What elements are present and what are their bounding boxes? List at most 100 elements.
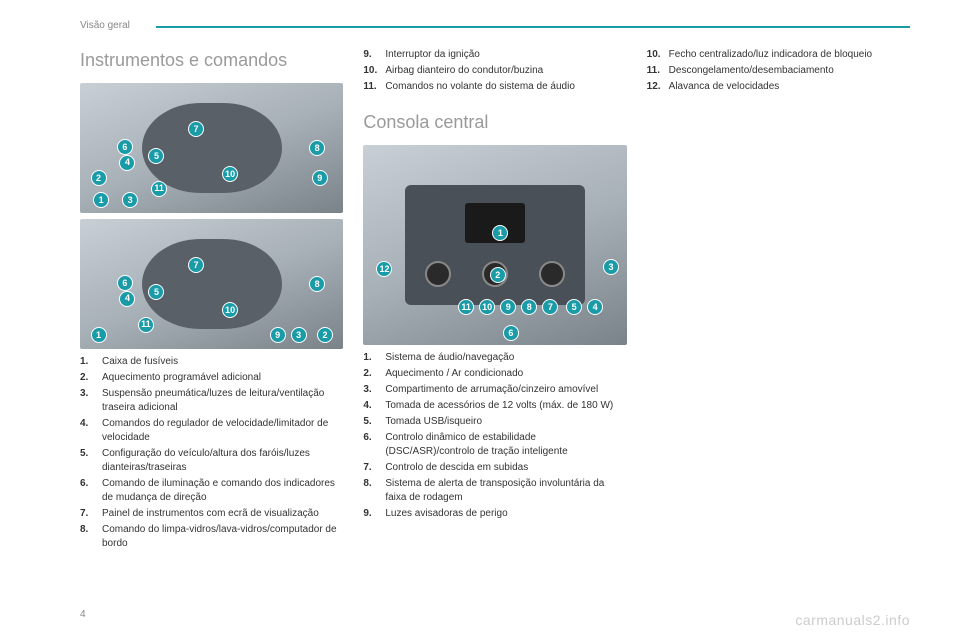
callout-marker: 5	[566, 299, 582, 315]
callout-marker: 8	[309, 140, 325, 156]
list-item-text: Interruptor da ignição	[385, 48, 626, 62]
list-item-text: Tomada USB/isqueiro	[385, 415, 626, 429]
list-item: 11.Descongelamento/desembaciamento	[647, 64, 910, 78]
list-item: 6.Controlo dinâmico de estabilidade (DSC…	[363, 431, 626, 459]
column-2: 9.Interruptor da ignição10.Airbag diante…	[363, 48, 626, 600]
list-item: 7.Painel de instrumentos com ecrã de vis…	[80, 507, 343, 521]
list-item: 5.Configuração do veículo/altura dos far…	[80, 447, 343, 475]
list-item-number: 5.	[80, 447, 102, 475]
dashboard-image-b: 1234567891011	[80, 219, 343, 349]
list-item-number: 7.	[80, 507, 102, 521]
list-item-text: Fecho centralizado/luz indicadora de blo…	[669, 48, 910, 62]
column-1: Instrumentos e comandos 1234567891011 12…	[80, 48, 343, 600]
list-item-number: 7.	[363, 461, 385, 475]
col2-title: Consola central	[363, 110, 626, 135]
list-item-number: 3.	[80, 387, 102, 415]
list-item-text: Descongelamento/desembaciamento	[669, 64, 910, 78]
list-item: 9.Luzes avisadoras de perigo	[363, 507, 626, 521]
callout-marker: 1	[93, 192, 109, 208]
list-item: 4.Comandos do regulador de velocidade/li…	[80, 417, 343, 445]
list-item-text: Comandos no volante do sistema de áudio	[385, 80, 626, 94]
list-item-text: Sistema de áudio/navegação	[385, 351, 626, 365]
list-item: 9.Interruptor da ignição	[363, 48, 626, 62]
list-item-text: Airbag dianteiro do condutor/buzina	[385, 64, 626, 78]
col3-list: 10.Fecho centralizado/luz indicadora de …	[647, 48, 910, 94]
callout-marker: 6	[117, 139, 133, 155]
list-item-number: 8.	[80, 523, 102, 551]
list-item-text: Caixa de fusíveis	[102, 355, 343, 369]
callout-marker: 3	[603, 259, 619, 275]
list-item-text: Controlo de descida em subidas	[385, 461, 626, 475]
callout-marker: 1	[91, 327, 107, 343]
callout-marker: 9	[270, 327, 286, 343]
dial-graphic	[425, 261, 451, 287]
list-item-number: 1.	[80, 355, 102, 369]
list-item: 8.Comando do limpa-vidros/lava-vidros/co…	[80, 523, 343, 551]
callout-marker: 6	[117, 275, 133, 291]
callout-marker: 4	[119, 291, 135, 307]
list-item: 6.Comando de iluminação e comando dos in…	[80, 477, 343, 505]
list-item-number: 1.	[363, 351, 385, 365]
list-item-number: 9.	[363, 48, 385, 62]
footer-url: carmanuals2.info	[795, 612, 910, 628]
list-item-number: 3.	[363, 383, 385, 397]
callout-marker: 9	[312, 170, 328, 186]
list-item-text: Comandos do regulador de velocidade/limi…	[102, 417, 343, 445]
section-header: Visão geral	[80, 20, 130, 31]
list-item-text: Suspensão pneumática/luzes de leitura/ve…	[102, 387, 343, 415]
list-item: 12.Alavanca de velocidades	[647, 80, 910, 94]
col2-list: 1.Sistema de áudio/navegação2.Aqueciment…	[363, 351, 626, 521]
list-item-number: 8.	[363, 477, 385, 505]
callout-marker: 2	[91, 170, 107, 186]
list-item: 10.Airbag dianteiro do condutor/buzina	[363, 64, 626, 78]
list-item-text: Luzes avisadoras de perigo	[385, 507, 626, 521]
col1-list: 1.Caixa de fusíveis 2.Aquecimento program…	[80, 355, 343, 551]
list-item: 3.Compartimento de arrumação/cinzeiro am…	[363, 383, 626, 397]
list-item-number: 6.	[80, 477, 102, 505]
page-content: Instrumentos e comandos 1234567891011 12…	[80, 48, 910, 600]
list-item-number: 11.	[363, 80, 385, 94]
callout-marker: 8	[521, 299, 537, 315]
list-item-number: 2.	[363, 367, 385, 381]
list-item: 5.Tomada USB/isqueiro	[363, 415, 626, 429]
col2-top-list: 9.Interruptor da ignição10.Airbag diante…	[363, 48, 626, 94]
header-rule	[156, 26, 910, 28]
callout-marker: 3	[291, 327, 307, 343]
steering-wheel-graphic	[142, 103, 282, 193]
callout-marker: 2	[317, 327, 333, 343]
callout-marker: 3	[122, 192, 138, 208]
console-image: 123456789101112	[363, 145, 626, 345]
list-item: 2.Aquecimento programável adicional	[80, 371, 343, 385]
console-panel-graphic	[405, 185, 585, 305]
list-item-text: Comando de iluminação e comando dos indi…	[102, 477, 343, 505]
callout-marker: 4	[587, 299, 603, 315]
list-item: 8.Sistema de alerta de transposição invo…	[363, 477, 626, 505]
callout-marker: 11	[151, 181, 167, 197]
list-item: 10.Fecho centralizado/luz indicadora de …	[647, 48, 910, 62]
list-item-number: 10.	[647, 48, 669, 62]
callout-marker: 10	[479, 299, 495, 315]
page-number: 4	[80, 609, 86, 620]
list-item-text: Comando do limpa-vidros/lava-vidros/comp…	[102, 523, 343, 551]
callout-marker: 7	[188, 121, 204, 137]
list-item-text: Configuração do veículo/altura dos farói…	[102, 447, 343, 475]
list-item: 11.Comandos no volante do sistema de áud…	[363, 80, 626, 94]
list-item-number: 10.	[363, 64, 385, 78]
list-item-number: 11.	[647, 64, 669, 78]
list-item-number: 9.	[363, 507, 385, 521]
list-item: 4.Tomada de acessórios de 12 volts (máx.…	[363, 399, 626, 413]
callout-marker: 8	[309, 276, 325, 292]
list-item: 2.Aquecimento / Ar condicionado	[363, 367, 626, 381]
callout-marker: 4	[119, 155, 135, 171]
list-item: 7.Controlo de descida em subidas	[363, 461, 626, 475]
list-item-number: 6.	[363, 431, 385, 459]
dial-graphic	[539, 261, 565, 287]
list-item-text: Aquecimento programável adicional	[102, 371, 343, 385]
list-item-text: Alavanca de velocidades	[669, 80, 910, 94]
list-item-text: Compartimento de arrumação/cinzeiro amov…	[385, 383, 626, 397]
callout-marker: 2	[490, 267, 506, 283]
list-item-text: Tomada de acessórios de 12 volts (máx. d…	[385, 399, 626, 413]
list-item-text: Painel de instrumentos com ecrã de visua…	[102, 507, 343, 521]
list-item-number: 12.	[647, 80, 669, 94]
list-item-text: Aquecimento / Ar condicionado	[385, 367, 626, 381]
